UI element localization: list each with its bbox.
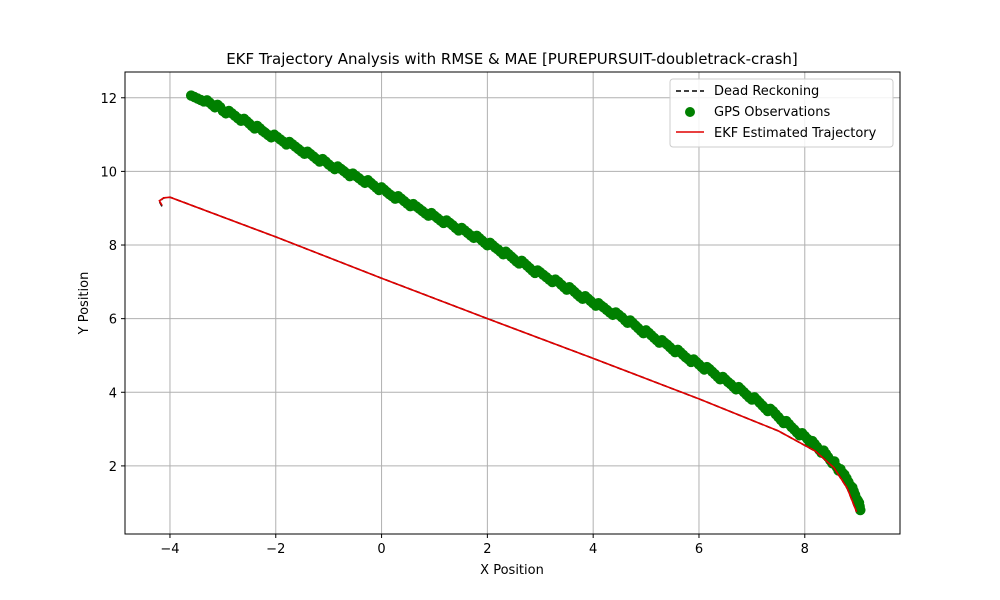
legend-ekf-label: EKF Estimated Trajectory — [714, 126, 877, 141]
x-tick-label: 6 — [695, 542, 703, 557]
x-axis-label: X Position — [480, 563, 544, 578]
legend-gps-swatch — [685, 107, 695, 117]
legend: Dead Reckoning GPS Observations EKF Esti… — [669, 78, 894, 148]
x-tick-label: −4 — [160, 542, 179, 557]
legend-gps-label: GPS Observations — [714, 105, 830, 120]
y-tick-label: 8 — [109, 239, 117, 254]
x-tick-label: −2 — [266, 542, 285, 557]
axis-ticks: −4 −2 0 2 4 6 8 2 4 6 8 10 12 — [100, 92, 808, 557]
plot-frame — [124, 71, 901, 535]
gps-observations — [185, 90, 866, 516]
y-tick-label: 10 — [100, 165, 117, 180]
ekf-trajectory-line — [158, 196, 858, 513]
gps-point — [855, 504, 866, 516]
y-tick-label: 12 — [100, 92, 117, 107]
x-tick-label: 4 — [589, 542, 597, 557]
x-tick-label: 8 — [801, 542, 809, 557]
y-axis-label: Y Position — [77, 272, 92, 336]
y-tick-label: 6 — [109, 313, 117, 328]
x-tick-label: 2 — [483, 542, 491, 557]
dead-reckoning-line — [158, 196, 858, 513]
y-tick-label: 4 — [109, 386, 117, 401]
y-tick-label: 2 — [109, 460, 117, 475]
chart-title: EKF Trajectory Analysis with RMSE & MAE … — [226, 50, 798, 68]
legend-box — [669, 78, 894, 148]
plot-data — [158, 90, 866, 516]
legend-dead-reckoning-label: Dead Reckoning — [714, 84, 819, 99]
x-tick-label: 0 — [377, 542, 385, 557]
